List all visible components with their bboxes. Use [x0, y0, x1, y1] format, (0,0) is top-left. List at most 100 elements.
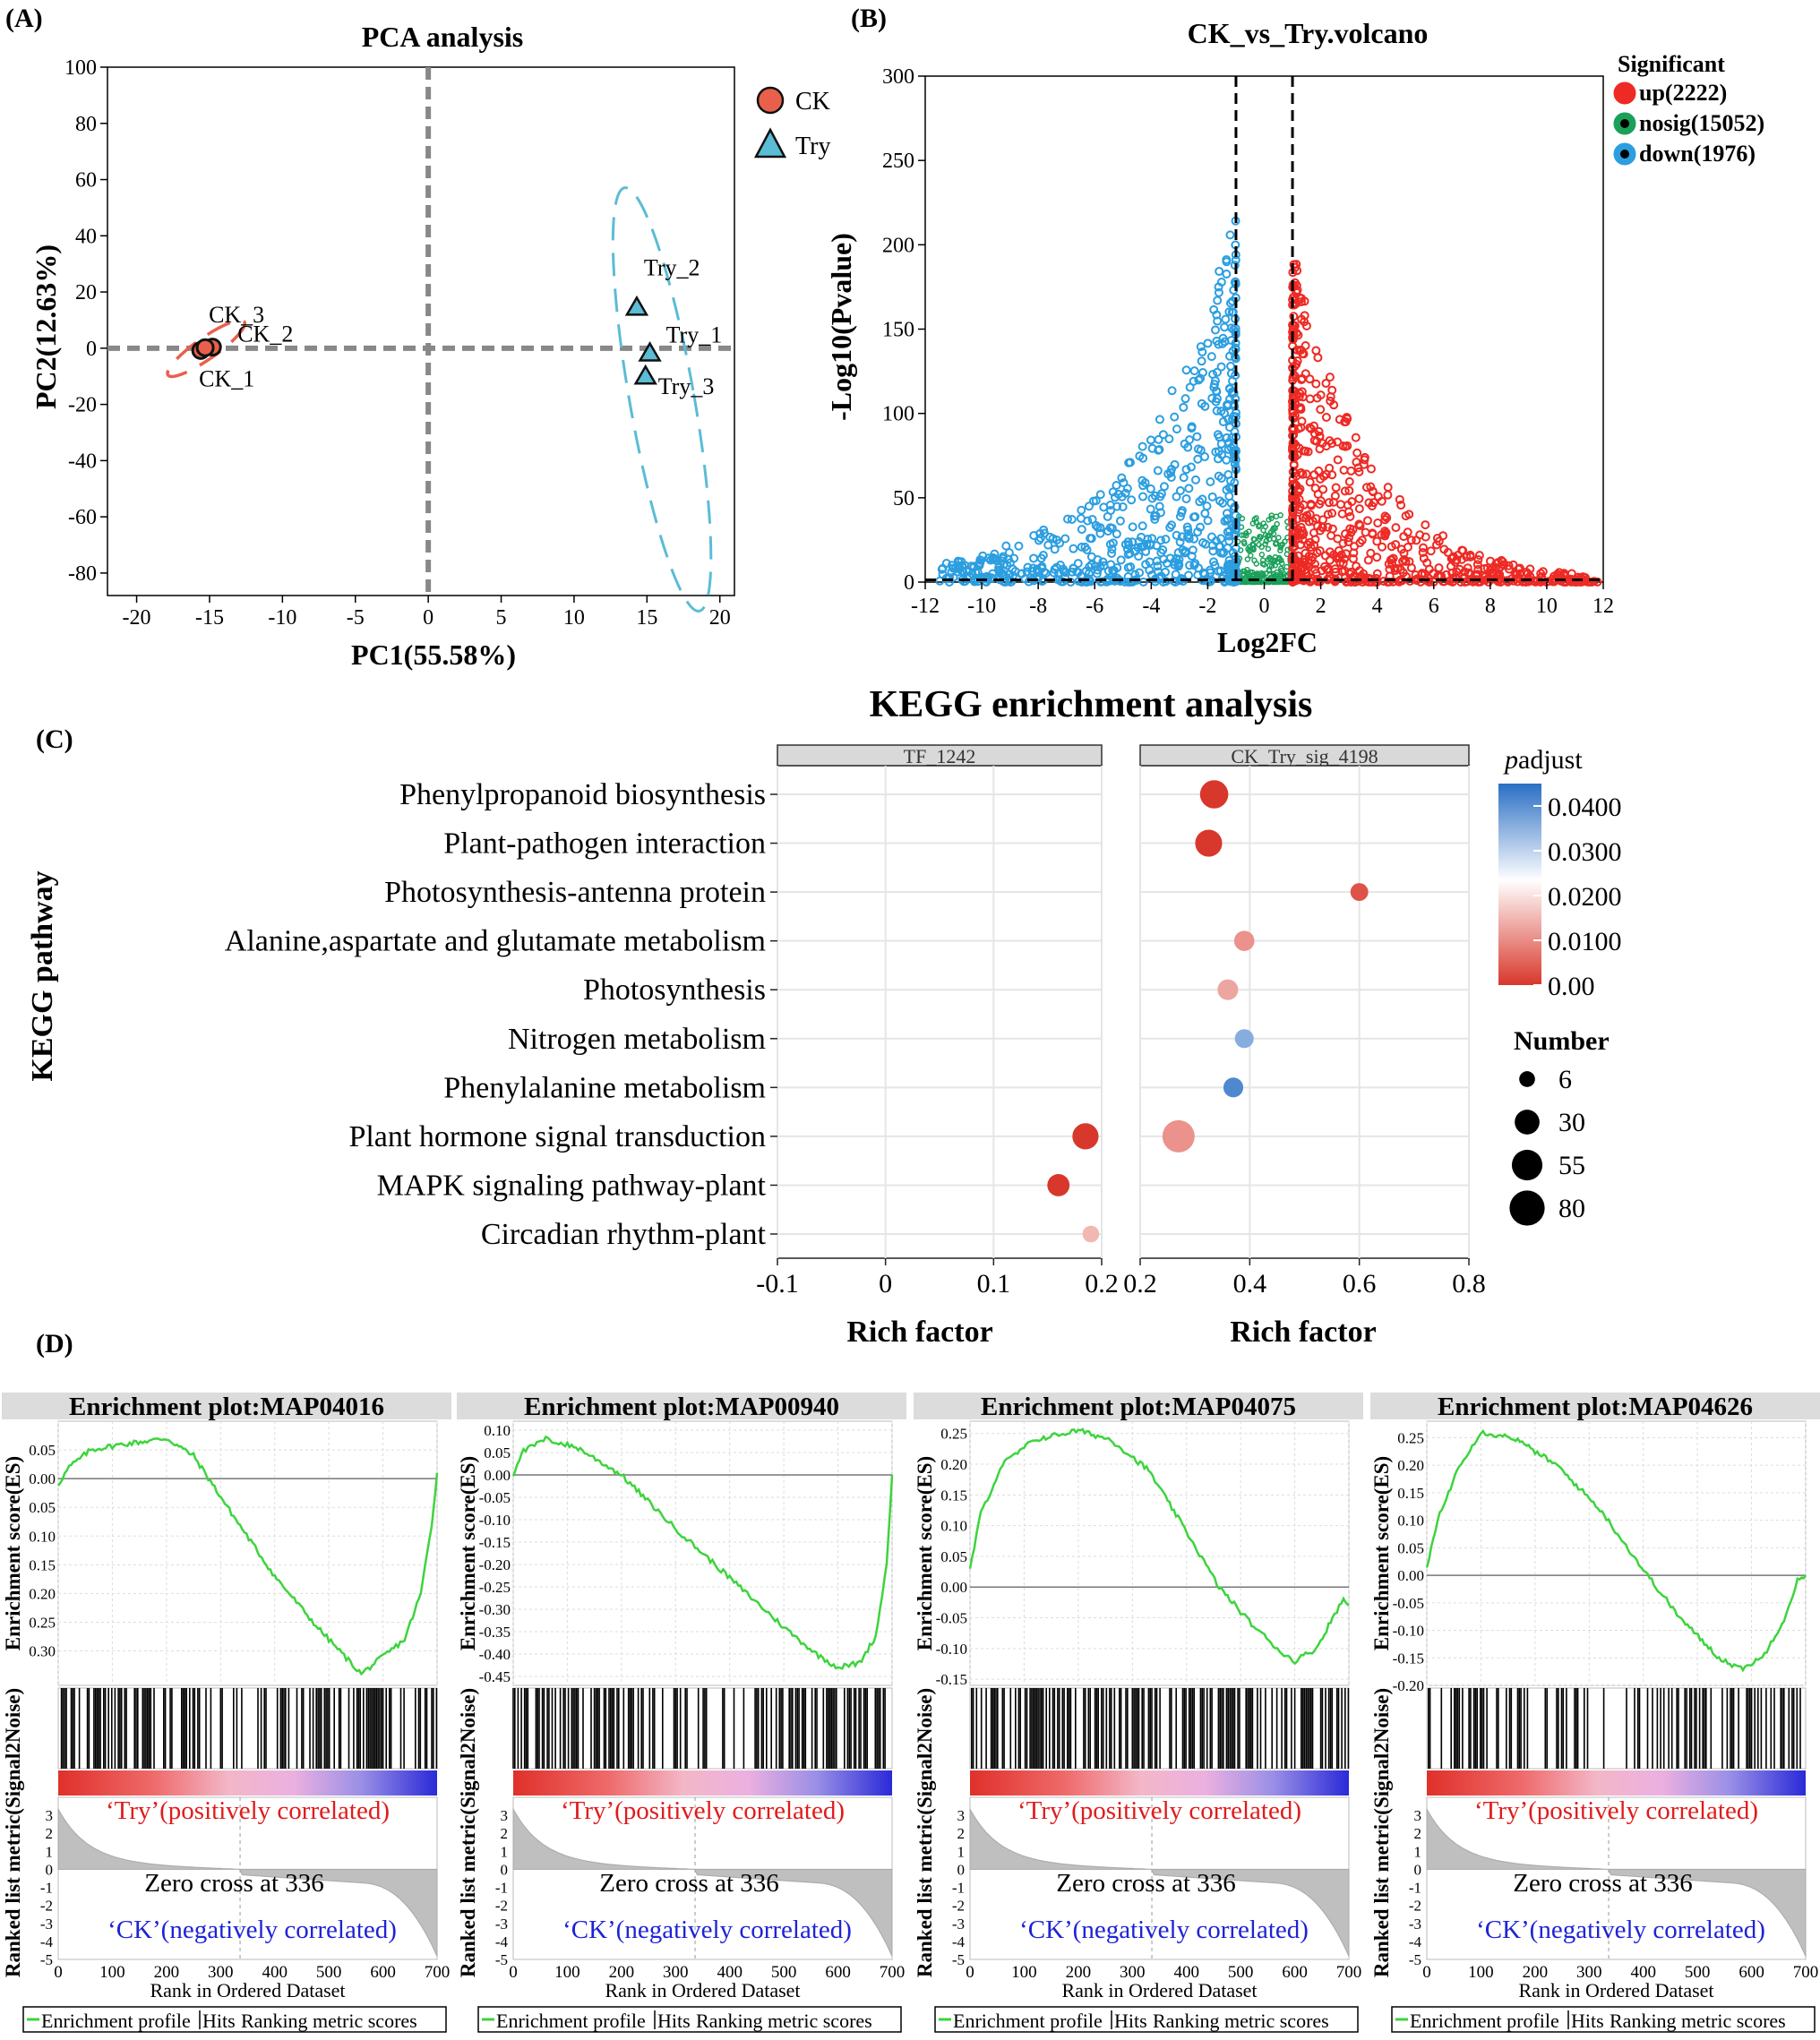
gsea-metric-tick-label: -3	[952, 1916, 965, 1933]
volcano-point-up	[1370, 577, 1380, 587]
volcano-y-tick-label: 0	[904, 571, 914, 595]
gsea-metric-tick-label: -2	[1409, 1898, 1421, 1915]
volcano-point-down	[1106, 506, 1116, 516]
pca-try-ellipse	[611, 186, 713, 613]
volcano-point-nosig	[1272, 525, 1279, 532]
volcano-point-up	[1289, 321, 1299, 330]
volcano-point-down	[1229, 530, 1239, 540]
volcano-point-down	[1175, 485, 1185, 495]
volcano-point-up	[1305, 423, 1315, 433]
kegg-size-legend-marker	[1511, 1149, 1543, 1181]
gsea-metric-tick-label: -4	[40, 1933, 54, 1950]
gsea-x-tick-label: 500	[771, 1963, 797, 1982]
pca-y-tick-label: 100	[64, 56, 97, 80]
volcano-point-up	[1312, 393, 1322, 403]
panel-label-d: (D)	[36, 1329, 73, 1359]
volcano-point-down	[1153, 466, 1163, 476]
gsea-plot-2: Enrichment plot:MAP00940 0.10 0.05 0.00 -0.0…	[457, 1393, 906, 2033]
gsea-metric-tick-label: 0	[1414, 1861, 1422, 1878]
volcano-point-up	[1553, 570, 1563, 579]
volcano-point-up	[1367, 501, 1377, 511]
volcano-point-up	[1300, 317, 1309, 327]
volcano-point-up	[1377, 496, 1386, 506]
gsea-es-tick-label: -0.30	[479, 1601, 511, 1618]
volcano-point-down	[1115, 516, 1125, 526]
gsea-metric-y-label: Ranked list metric(Signal2Noise)	[2, 1688, 24, 1977]
volcano-point-up	[1368, 486, 1378, 496]
gsea-legend-hits: Hits	[202, 2010, 236, 2032]
pca-y-tick-label: 40	[75, 225, 97, 248]
gsea-legend-hits: Hits	[1114, 2010, 1147, 2032]
volcano-point-up	[1315, 499, 1325, 509]
volcano-point-down	[1152, 541, 1162, 551]
volcano-point-down	[1128, 577, 1138, 587]
volcano-point-down	[1138, 453, 1148, 463]
volcano-point-down	[1192, 432, 1202, 441]
volcano-point-down	[1221, 314, 1231, 324]
volcano-point-up	[1538, 567, 1548, 577]
gsea-zero-cross-label: Zero cross at 336	[144, 1869, 324, 1898]
pca-x-tick-label: 10	[563, 606, 585, 630]
volcano-point-up	[1363, 555, 1373, 565]
volcano-x-tick-label: 10	[1536, 595, 1558, 618]
panel-label-a: (A)	[5, 4, 43, 33]
kegg-pathway-label: Phenylalanine metabolism	[443, 1071, 766, 1104]
volcano-point-down	[1190, 475, 1200, 484]
volcano-point-down	[1138, 476, 1147, 485]
pca-x-tick-label: -15	[195, 606, 224, 630]
gsea-es-tick-label: 0.05	[1397, 1539, 1424, 1556]
volcano-point-down	[1215, 266, 1224, 276]
volcano-point-down	[1062, 514, 1072, 524]
gsea-es-tick-label: 0.15	[29, 1556, 56, 1573]
volcano-point-up	[1338, 538, 1348, 548]
volcano-point-down	[1207, 393, 1217, 403]
volcano-point-down	[1093, 565, 1103, 575]
volcano-point-up	[1355, 573, 1365, 583]
gsea-metric-tick-label: -1	[1409, 1880, 1421, 1897]
volcano-point-down	[1158, 430, 1168, 440]
volcano-point-up	[1342, 577, 1352, 587]
kegg-point	[1082, 1225, 1100, 1243]
kegg-pathway-label: Nitrogen metabolism	[508, 1023, 766, 1056]
gsea-x-tick-label: 600	[825, 1963, 851, 1982]
volcano-y-axis-label: -Log10(Pvalue)	[825, 233, 857, 421]
volcano-point-down	[1212, 394, 1222, 404]
volcano-point-up	[1300, 296, 1309, 306]
gsea-title: Enrichment plot:MAP04626	[1438, 1393, 1753, 1421]
volcano-title: CK_vs_Try.volcano	[1188, 17, 1429, 49]
gsea-es-tick-label: -0.25	[479, 1579, 511, 1596]
kegg-colorbar-tick-label: 0.0200	[1548, 882, 1622, 912]
volcano-point-up	[1395, 577, 1404, 587]
volcano-point-down	[1117, 473, 1127, 483]
gsea-metric-tick-label: -5	[952, 1951, 965, 1968]
volcano-point-down	[1146, 484, 1155, 493]
volcano-point-down	[1181, 465, 1191, 475]
volcano-point-up	[1306, 501, 1316, 510]
volcano-point-up	[1419, 543, 1429, 553]
volcano-point-down	[1158, 577, 1168, 587]
volcano-point-up	[1301, 446, 1310, 456]
volcano-point-down	[1215, 496, 1225, 506]
volcano-point-down	[995, 567, 1005, 577]
volcano-point-up	[1345, 511, 1355, 521]
volcano-point-up	[1295, 502, 1305, 512]
kegg-pathway-label: Photosynthesis	[583, 973, 766, 1007]
gsea-es-tick-label: -0.05	[1393, 1595, 1424, 1612]
gsea-metric-tick-label: 0	[46, 1861, 54, 1878]
volcano-x-tick-label: 6	[1429, 595, 1439, 618]
volcano-point-up	[1406, 536, 1416, 545]
volcano-point-down	[1216, 407, 1226, 416]
gsea-metric-tick-label: -4	[952, 1933, 966, 1950]
volcano-point-down	[1086, 577, 1095, 587]
volcano-point-down	[1112, 501, 1122, 511]
volcano-point-up	[1525, 564, 1535, 574]
volcano-point-up	[1460, 572, 1470, 582]
panel-label-b: (B)	[851, 4, 887, 33]
volcano-point-nosig	[1251, 516, 1258, 523]
volcano-point-down	[1014, 541, 1024, 551]
volcano-point-up	[1344, 485, 1354, 495]
gsea-metric-tick-label: 3	[1414, 1807, 1422, 1824]
gsea-panel: (D) Enrichment plot:MAP04016 0.05 0.00 0.05…	[2, 1329, 1820, 2033]
volcano-x-tick-label: -6	[1086, 595, 1103, 618]
volcano-point-down	[938, 563, 948, 573]
